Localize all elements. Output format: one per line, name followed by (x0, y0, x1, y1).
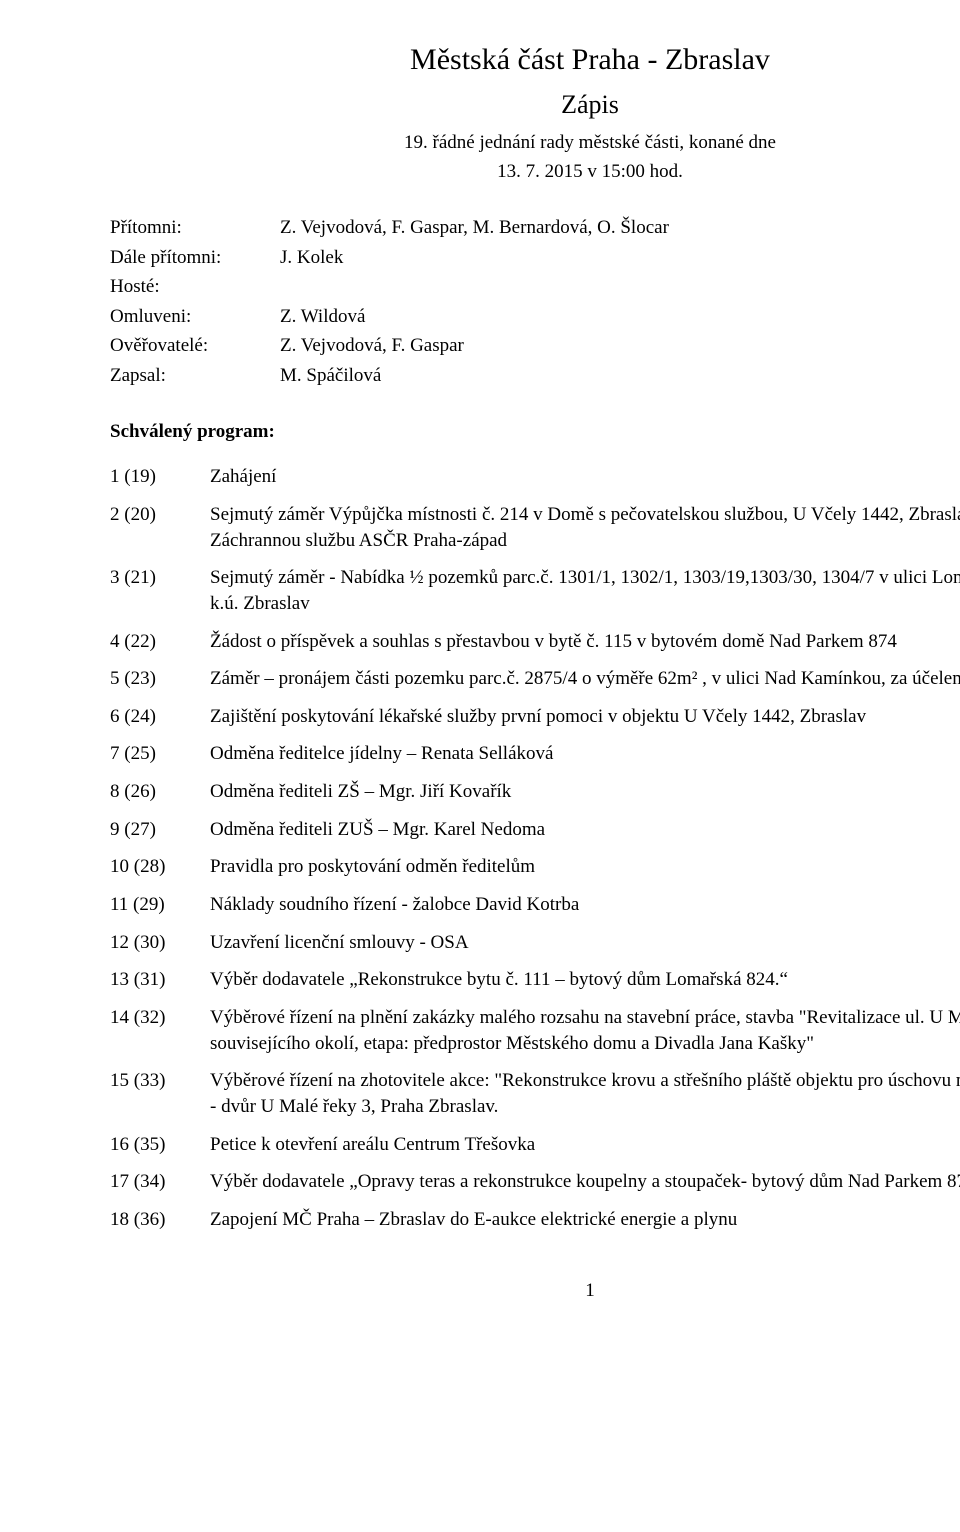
program-number: 2 (20) (110, 496, 210, 559)
attendance-label: Hosté: (110, 272, 280, 302)
program-number: 18 (36) (110, 1201, 210, 1239)
program-text: Odměna řediteli ZUŠ – Mgr. Karel Nedoma (210, 811, 960, 849)
program-number: 10 (28) (110, 848, 210, 886)
program-number: 8 (26) (110, 773, 210, 811)
document-title: Městská část Praha - Zbraslav (110, 40, 960, 81)
attendance-value: M. Spáčilová (280, 361, 669, 391)
meeting-datetime: 13. 7. 2015 v 15:00 hod. (110, 159, 960, 185)
attendance-value: Z. Vejvodová, F. Gaspar, M. Bernardová, … (280, 213, 669, 243)
program-text: Odměna řediteli ZŠ – Mgr. Jiří Kovařík (210, 773, 960, 811)
program-text: Výběrové řízení na zhotovitele akce: "Re… (210, 1062, 960, 1125)
meeting-line: 19. řádné jednání rady městské části, ko… (110, 130, 960, 156)
program-text: Záměr – pronájem části pozemku parc.č. 2… (210, 660, 960, 698)
program-text: Výběrové řízení na plnění zakázky malého… (210, 999, 960, 1062)
program-text: Zajištění poskytování lékařské služby pr… (210, 698, 960, 736)
program-number: 16 (35) (110, 1126, 210, 1164)
program-number: 14 (32) (110, 999, 210, 1062)
approved-program-heading: Schválený program: (110, 419, 960, 445)
attendance-value (280, 272, 669, 302)
program-number: 1 (19) (110, 458, 210, 496)
attendance-label: Ověřovatelé: (110, 331, 280, 361)
program-text: Výběr dodavatele „Rekonstrukce bytu č. 1… (210, 961, 960, 999)
program-text: Petice k otevření areálu Centrum Třešovk… (210, 1126, 960, 1164)
program-text: Žádost o příspěvek a souhlas s přestavbo… (210, 623, 960, 661)
attendance-label: Omluveni: (110, 302, 280, 332)
program-number: 15 (33) (110, 1062, 210, 1125)
program-text: Výběr dodavatele „Opravy teras a rekonst… (210, 1163, 960, 1201)
document-subtitle: Zápis (110, 87, 960, 122)
program-number: 13 (31) (110, 961, 210, 999)
program-text: Pravidla pro poskytování odměn ředitelům (210, 848, 960, 886)
attendance-label: Zapsal: (110, 361, 280, 391)
attendance-value: J. Kolek (280, 243, 669, 273)
program-number: 11 (29) (110, 886, 210, 924)
program-text: Sejmutý záměr - Nabídka ½ pozemků parc.č… (210, 559, 960, 622)
program-number: 4 (22) (110, 623, 210, 661)
attendance-value: Z. Wildová (280, 302, 669, 332)
program-number: 5 (23) (110, 660, 210, 698)
attendance-block: Přítomni: Z. Vejvodová, F. Gaspar, M. Be… (110, 213, 669, 391)
page-number: 1 (110, 1278, 960, 1304)
program-number: 17 (34) (110, 1163, 210, 1201)
program-number: 3 (21) (110, 559, 210, 622)
attendance-label: Přítomni: (110, 213, 280, 243)
program-list: 1 (19)Zahájení 2 (20)Sejmutý záměr Výpůj… (110, 458, 960, 1238)
program-number: 7 (25) (110, 735, 210, 773)
program-text: Uzavření licenční smlouvy - OSA (210, 924, 960, 962)
program-text: Zapojení MČ Praha – Zbraslav do E-aukce … (210, 1201, 960, 1239)
program-text: Odměna ředitelce jídelny – Renata Sellák… (210, 735, 960, 773)
program-text: Zahájení (210, 458, 960, 496)
program-text: Náklady soudního řízení - žalobce David … (210, 886, 960, 924)
program-text: Sejmutý záměr Výpůjčka místnosti č. 214 … (210, 496, 960, 559)
program-number: 6 (24) (110, 698, 210, 736)
attendance-value: Z. Vejvodová, F. Gaspar (280, 331, 669, 361)
program-number: 9 (27) (110, 811, 210, 849)
attendance-label: Dále přítomni: (110, 243, 280, 273)
program-number: 12 (30) (110, 924, 210, 962)
